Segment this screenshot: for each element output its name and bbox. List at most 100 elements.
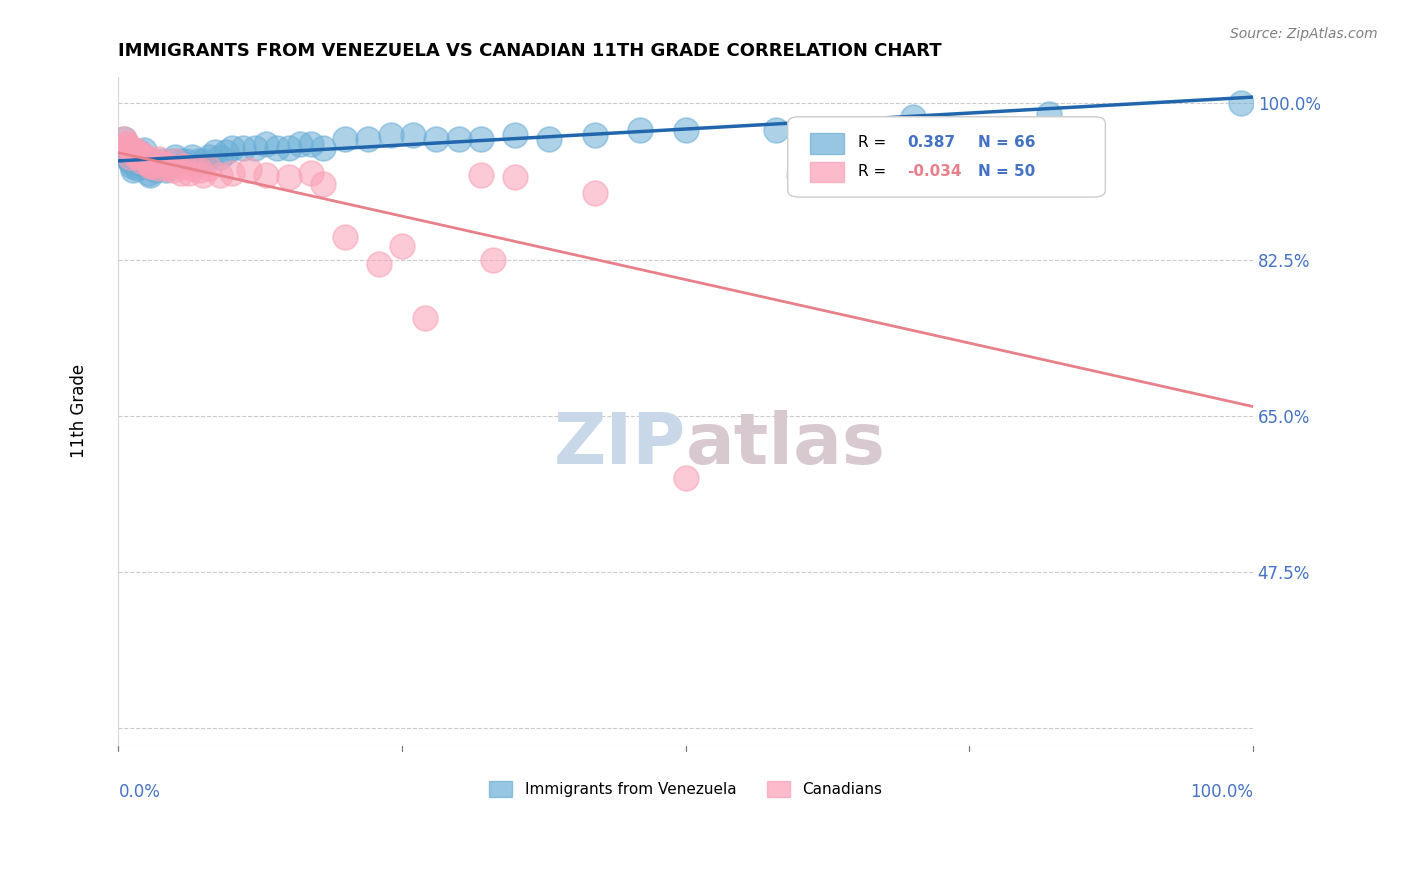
Point (901, 110, 924, 124)
Point (254, 136, 277, 151)
Point (129, 150, 152, 164)
Point (115, 136, 138, 151)
Point (135, 154, 157, 169)
Point (243, 141, 266, 155)
Point (198, 161, 221, 175)
Point (277, 141, 299, 155)
Point (675, 471, 697, 485)
Point (583, 186, 606, 200)
FancyBboxPatch shape (810, 162, 845, 182)
Point (143, 163, 166, 178)
Point (238, 163, 260, 178)
Point (115, 141, 138, 155)
Point (127, 145, 149, 160)
Point (112, 132, 135, 146)
Point (155, 161, 177, 175)
Point (150, 154, 173, 169)
Point (125, 161, 148, 175)
Point (470, 168, 492, 182)
Point (177, 166, 200, 180)
Text: -0.034: -0.034 (907, 164, 962, 179)
Text: Source: ZipAtlas.com: Source: ZipAtlas.com (1230, 27, 1378, 41)
Point (155, 163, 177, 178)
Point (266, 141, 288, 155)
Point (134, 150, 156, 164)
Point (221, 141, 243, 155)
Point (128, 150, 150, 164)
Point (122, 143, 145, 157)
Point (277, 169, 299, 184)
Point (124, 154, 146, 169)
Point (1230, 96, 1253, 111)
Point (162, 154, 184, 169)
Point (628, 123, 651, 137)
Point (538, 132, 561, 146)
Point (165, 154, 187, 169)
Point (159, 159, 181, 173)
Point (221, 166, 243, 180)
Point (447, 132, 470, 146)
Point (159, 159, 181, 173)
Point (162, 163, 184, 178)
Point (187, 154, 209, 169)
Point (138, 157, 160, 171)
Point (787, 168, 810, 182)
FancyBboxPatch shape (810, 134, 845, 153)
Point (117, 136, 139, 151)
Point (170, 154, 193, 169)
Point (148, 152, 170, 166)
Text: IMMIGRANTS FROM VENEZUELA VS CANADIAN 11TH GRADE CORRELATION CHART: IMMIGRANTS FROM VENEZUELA VS CANADIAN 11… (118, 42, 942, 60)
Point (209, 150, 232, 164)
Point (129, 154, 152, 169)
Point (165, 150, 187, 164)
Point (335, 230, 357, 244)
Point (357, 132, 380, 146)
Point (134, 143, 156, 157)
Text: 0.387: 0.387 (907, 135, 955, 150)
Point (402, 128, 425, 142)
Point (311, 141, 333, 155)
Point (124, 143, 146, 157)
Point (188, 163, 211, 178)
Point (141, 159, 163, 173)
Point (198, 150, 221, 164)
Point (121, 145, 143, 160)
Point (176, 154, 198, 169)
Point (765, 123, 787, 137)
Point (122, 157, 145, 171)
Point (139, 168, 162, 182)
FancyBboxPatch shape (787, 117, 1105, 197)
Point (120, 153, 142, 168)
Point (139, 159, 162, 173)
Point (470, 132, 492, 146)
Point (118, 150, 141, 164)
Text: 0.0%: 0.0% (118, 782, 160, 801)
Point (368, 257, 391, 271)
Point (193, 168, 215, 182)
Point (675, 123, 697, 137)
Point (122, 163, 145, 178)
Point (193, 154, 215, 169)
Point (583, 128, 606, 142)
Point (145, 161, 167, 175)
Point (1038, 107, 1060, 121)
Point (299, 136, 322, 151)
Point (141, 159, 163, 173)
Point (114, 148, 136, 162)
Point (132, 159, 155, 173)
Text: 11th Grade: 11th Grade (70, 364, 87, 458)
Point (121, 159, 143, 173)
Point (173, 159, 195, 173)
Point (391, 239, 413, 253)
Text: R =: R = (858, 135, 886, 150)
Point (505, 169, 527, 184)
Point (138, 166, 160, 180)
Text: 100.0%: 100.0% (1189, 782, 1253, 801)
Text: ZIP: ZIP (554, 410, 686, 479)
Point (413, 310, 436, 325)
Point (380, 128, 402, 142)
Point (204, 145, 226, 160)
Point (505, 128, 527, 142)
Point (299, 166, 322, 180)
Point (111, 145, 134, 160)
